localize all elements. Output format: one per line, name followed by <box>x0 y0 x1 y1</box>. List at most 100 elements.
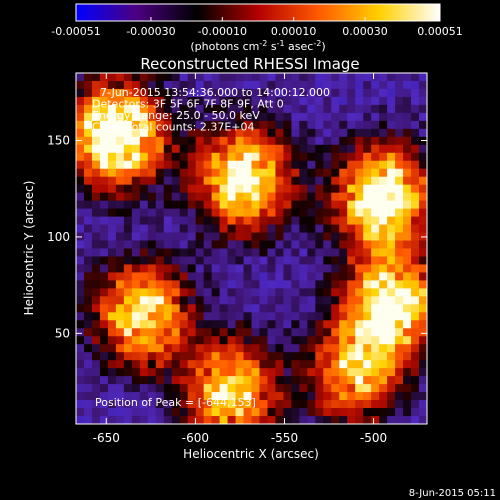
heatmap-cell <box>395 256 404 265</box>
heatmap-cell <box>307 336 316 345</box>
heatmap-cell <box>83 104 93 114</box>
heatmap-cell <box>123 160 133 170</box>
heatmap-cell <box>155 160 165 170</box>
heatmap-cell <box>203 136 213 146</box>
heatmap-cell <box>195 208 205 217</box>
heatmap-cell <box>251 88 260 98</box>
heatmap-cell <box>139 376 149 385</box>
heatmap-cell <box>251 232 260 241</box>
heatmap-cell <box>131 304 141 313</box>
heatmap-cell <box>355 352 364 361</box>
heatmap-cell <box>339 384 348 393</box>
heatmap-cell <box>283 248 292 257</box>
heatmap-cell <box>387 360 396 369</box>
heatmap-cell <box>91 296 101 305</box>
heatmap-cell <box>267 73 276 82</box>
heatmap-cell <box>363 272 372 281</box>
heatmap-cell <box>323 128 332 138</box>
heatmap-cell <box>203 88 213 98</box>
heatmap-cell <box>387 408 396 417</box>
heatmap-cell <box>139 120 149 130</box>
heatmap-cell <box>83 184 93 194</box>
heatmap-cell <box>115 272 125 281</box>
colorbar-tick-label: 0.00051 <box>417 25 463 38</box>
heatmap-cell <box>307 152 316 162</box>
heatmap-cell <box>131 280 141 289</box>
heatmap-cell <box>331 216 340 225</box>
heatmap-cell <box>235 160 244 170</box>
heatmap-cell <box>267 376 276 385</box>
heatmap-cell <box>355 392 364 401</box>
heatmap-cell <box>355 368 364 377</box>
heatmap-cell <box>379 400 388 409</box>
heatmap-cell <box>323 360 332 369</box>
heatmap-cell <box>211 312 220 321</box>
heatmap-cell <box>259 384 268 393</box>
heatmap-cell <box>283 280 292 289</box>
heatmap-cell <box>163 152 173 162</box>
heatmap-cell <box>227 136 236 146</box>
heatmap-cell <box>83 304 93 313</box>
heatmap-cell <box>91 88 101 98</box>
heatmap-cell <box>155 80 165 90</box>
heatmap-cell <box>371 96 380 106</box>
heatmap-cell <box>355 400 364 409</box>
heatmap-cell <box>331 280 340 289</box>
heatmap-cell <box>163 368 173 377</box>
heatmap-cell <box>379 144 388 154</box>
heatmap-cell <box>195 336 205 345</box>
heatmap-cell <box>395 416 404 425</box>
heatmap-cell <box>107 312 117 321</box>
heatmap-cell <box>171 368 181 377</box>
heatmap-cell <box>219 248 228 257</box>
heatmap-cell <box>83 120 93 130</box>
heatmap-cell <box>315 168 324 178</box>
heatmap-cell <box>195 216 205 225</box>
heatmap-cell <box>83 200 93 210</box>
heatmap-cell <box>243 344 252 353</box>
heatmap-cell <box>83 328 93 337</box>
heatmap-cell <box>227 288 236 297</box>
heatmap-cell <box>195 368 205 377</box>
heatmap-cell <box>195 224 205 233</box>
heatmap-cell <box>339 240 348 249</box>
heatmap-cell <box>203 152 213 162</box>
heatmap-cell <box>187 392 197 401</box>
heatmap-cell <box>187 144 197 154</box>
heatmap-cell <box>299 224 308 233</box>
heatmap-cell <box>387 352 396 361</box>
heatmap-cell <box>251 80 260 90</box>
heatmap-cell <box>83 352 93 361</box>
heatmap-cell <box>387 192 396 202</box>
heatmap-cell <box>267 88 276 98</box>
heatmap-cell <box>147 73 157 82</box>
heatmap-cell <box>195 192 205 202</box>
heatmap-cell <box>419 192 428 202</box>
heatmap-cell <box>275 392 284 401</box>
heatmap-cell <box>163 80 173 90</box>
heatmap-cell <box>155 224 165 233</box>
heatmap-cell <box>171 408 181 417</box>
heatmap-cell <box>235 344 244 353</box>
heatmap-cell <box>211 80 220 90</box>
heatmap-cell <box>115 312 125 321</box>
heatmap-cell <box>131 240 141 249</box>
heatmap-cell <box>155 344 165 353</box>
heatmap-cell <box>139 104 149 114</box>
heatmap-cell <box>307 80 316 90</box>
heatmap-cell <box>379 256 388 265</box>
heatmap-cell <box>243 192 252 202</box>
heatmap-cell <box>139 200 149 210</box>
heatmap-cell <box>267 152 276 162</box>
heatmap-cell <box>187 80 197 90</box>
heatmap-cell <box>363 192 372 202</box>
heatmap-cell <box>219 168 228 178</box>
heatmap-cell <box>219 272 228 281</box>
heatmap-cell <box>299 144 308 154</box>
heatmap-cell <box>235 296 244 305</box>
heatmap-cell <box>227 264 236 273</box>
heatmap-cell <box>419 112 428 122</box>
heatmap-cell <box>131 176 141 186</box>
heatmap-cell <box>187 288 197 297</box>
